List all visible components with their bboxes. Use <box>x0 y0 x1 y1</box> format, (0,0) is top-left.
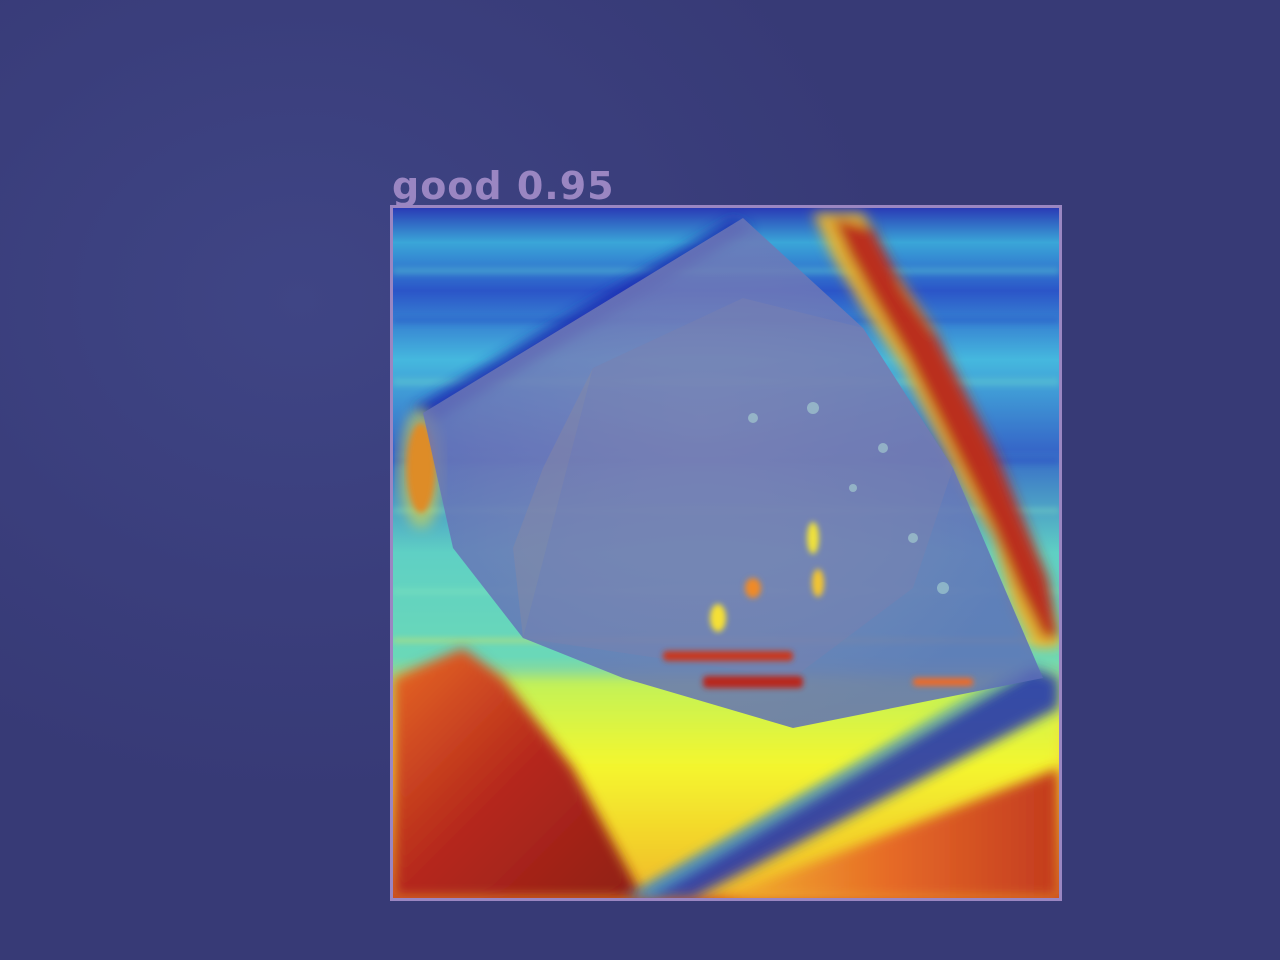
detection-label: good 0.95 <box>392 164 615 208</box>
activation-heatmap <box>393 208 1059 898</box>
detection-bounding-box <box>390 205 1062 901</box>
